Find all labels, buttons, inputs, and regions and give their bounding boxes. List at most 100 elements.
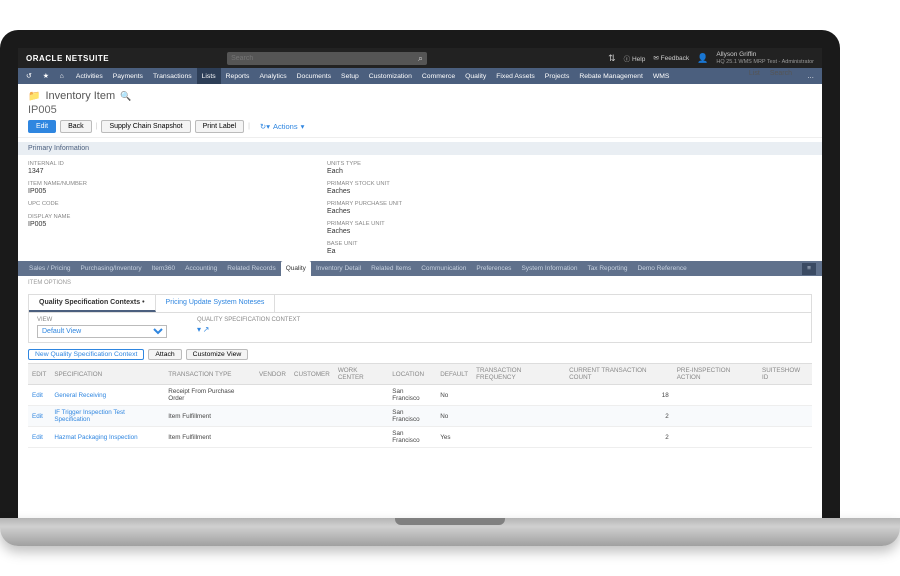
col-work-center: WORK CENTER [334, 364, 388, 385]
cell-edit-link[interactable]: Edit [28, 427, 50, 448]
cell-vendor [255, 385, 290, 406]
subtab-tax-reporting[interactable]: Tax Reporting [582, 261, 632, 276]
actions-menu[interactable]: ↻▾ Actions ▾ [260, 122, 304, 131]
cell-workcenter [334, 385, 388, 406]
subtab-demo-reference[interactable]: Demo Reference [633, 261, 692, 276]
subtab-system-information[interactable]: System Information [516, 261, 582, 276]
star-icon[interactable]: ★ [39, 68, 53, 84]
col-transaction-frequency: TRANSACTION FREQUENCY [472, 364, 565, 385]
nav-wms[interactable]: WMS [648, 68, 675, 84]
cell-customer [290, 385, 334, 406]
overflow-icon[interactable]: … [803, 68, 818, 84]
feedback-link[interactable]: ✉ Feedback [653, 54, 689, 62]
nav-commerce[interactable]: Commerce [417, 68, 460, 84]
primary-info-band: Primary Information [18, 142, 822, 155]
new-context-button[interactable]: New Quality Specification Context [28, 349, 144, 360]
cell-spec-link[interactable]: Hazmat Packaging Inspection [50, 427, 164, 448]
view-select[interactable]: Default View [37, 325, 167, 338]
list-link[interactable]: List [749, 70, 760, 77]
col-vendor: VENDOR [255, 364, 290, 385]
nav-analytics[interactable]: Analytics [254, 68, 291, 84]
col-location: LOCATION [388, 364, 436, 385]
cell-txtype: Receipt From Purchase Order [164, 385, 255, 406]
nav-fixed-assets[interactable]: Fixed Assets [491, 68, 540, 84]
user-name: Allyson Griffin [716, 51, 814, 58]
subtab-related-items[interactable]: Related Items [366, 261, 416, 276]
field-label: PRIMARY SALE UNIT [327, 221, 402, 227]
view-label: VIEW [37, 317, 167, 323]
history-icon[interactable]: ↺ [22, 68, 36, 84]
folder-icon: 📁 [28, 91, 40, 102]
cell-spec-link[interactable]: IF Trigger Inspection Test Specification [50, 406, 164, 427]
cell-edit-link[interactable]: Edit [28, 385, 50, 406]
nav-setup[interactable]: Setup [336, 68, 364, 84]
record-id: IP005 [28, 104, 812, 116]
cell-ssid [758, 385, 812, 406]
nav-customization[interactable]: Customization [364, 68, 417, 84]
cell-location: San Francisco [388, 427, 436, 448]
title-search-icon[interactable]: 🔍 [120, 91, 131, 102]
search-input[interactable] [231, 55, 418, 62]
cell-spec-link[interactable]: General Receiving [50, 385, 164, 406]
subtab-inventory-detail[interactable]: Inventory Detail [311, 261, 366, 276]
home-icon[interactable]: ⌂ [56, 68, 68, 84]
field-value: IP005 [28, 221, 87, 228]
nav-lists[interactable]: Lists [197, 68, 221, 84]
brand-bar: ORACLE NETSUITE ⌕ ⇅ ⓘ Help ✉ Feedback 👤 … [18, 48, 822, 68]
col-suiteshow-id: SUITESHOW ID [758, 364, 812, 385]
table-row: EditGeneral ReceivingReceipt From Purcha… [28, 385, 812, 406]
subtab-purchasing-inventory[interactable]: Purchasing/Inventory [76, 261, 147, 276]
cell-customer [290, 406, 334, 427]
nav-payments[interactable]: Payments [108, 68, 148, 84]
inner-tab-1[interactable]: Pricing Update System Noteses [156, 295, 276, 312]
subtab-accounting[interactable]: Accounting [180, 261, 222, 276]
user-block[interactable]: Allyson Griffin HQ 25.1 WMS MRP Test - A… [716, 51, 814, 64]
app-screen: ORACLE NETSUITE ⌕ ⇅ ⓘ Help ✉ Feedback 👤 … [18, 48, 822, 518]
field-value: IP005 [28, 188, 87, 195]
subtab-quality[interactable]: Quality [281, 261, 311, 276]
search-icon: ⌕ [418, 53, 423, 64]
context-dropdown-icon[interactable]: ▾ [197, 325, 201, 334]
context-label: QUALITY SPECIFICATION CONTEXT [197, 317, 300, 323]
nav-reports[interactable]: Reports [221, 68, 255, 84]
context-open-icon[interactable]: ↗ [203, 325, 210, 334]
cell-action [673, 406, 758, 427]
user-role: HQ 25.1 WMS MRP Test - Administrator [716, 59, 814, 65]
cell-location: San Francisco [388, 406, 436, 427]
cell-edit-link[interactable]: Edit [28, 406, 50, 427]
global-search[interactable]: ⌕ [227, 52, 427, 65]
search-link[interactable]: Search [770, 70, 792, 77]
sub-tabs: Sales / PricingPurchasing/InventoryItem3… [18, 261, 822, 276]
print-label-button[interactable]: Print Label [195, 120, 244, 133]
cell-vendor [255, 406, 290, 427]
brand-logo: ORACLE NETSUITE [26, 54, 109, 63]
supply-chain-button[interactable]: Supply Chain Snapshot [101, 120, 190, 133]
nav-transactions[interactable]: Transactions [148, 68, 197, 84]
field-label: ITEM NAME/NUMBER [28, 181, 87, 187]
nav-activities[interactable]: Activities [71, 68, 108, 84]
role-icon[interactable]: ⇅ [608, 53, 616, 64]
nav-projects[interactable]: Projects [540, 68, 575, 84]
subtab-menu-icon[interactable]: ≡ [802, 263, 816, 275]
subtab-preferences[interactable]: Preferences [471, 261, 516, 276]
subtab-communication[interactable]: Communication [416, 261, 471, 276]
cell-location: San Francisco [388, 385, 436, 406]
cell-ssid [758, 427, 812, 448]
nav-quality[interactable]: Quality [460, 68, 491, 84]
back-button[interactable]: Back [60, 120, 92, 133]
customize-view-button[interactable]: Customize View [186, 349, 249, 360]
subtab-item360[interactable]: Item360 [147, 261, 181, 276]
subtab-sales-pricing[interactable]: Sales / Pricing [24, 261, 76, 276]
col-pre-inspection-action: PRE-INSPECTION ACTION [673, 364, 758, 385]
nav-rebate-management[interactable]: Rebate Management [574, 68, 647, 84]
help-link[interactable]: ⓘ Help [624, 53, 646, 63]
nav-documents[interactable]: Documents [292, 68, 336, 84]
edit-button[interactable]: Edit [28, 120, 56, 133]
page-title: Inventory Item [45, 90, 115, 102]
inner-tab-0[interactable]: Quality Specification Contexts • [29, 295, 156, 312]
cell-customer [290, 427, 334, 448]
field-value: Eaches [327, 228, 402, 235]
attach-button[interactable]: Attach [148, 349, 181, 360]
subtab-related-records[interactable]: Related Records [222, 261, 280, 276]
col-customer: CUSTOMER [290, 364, 334, 385]
